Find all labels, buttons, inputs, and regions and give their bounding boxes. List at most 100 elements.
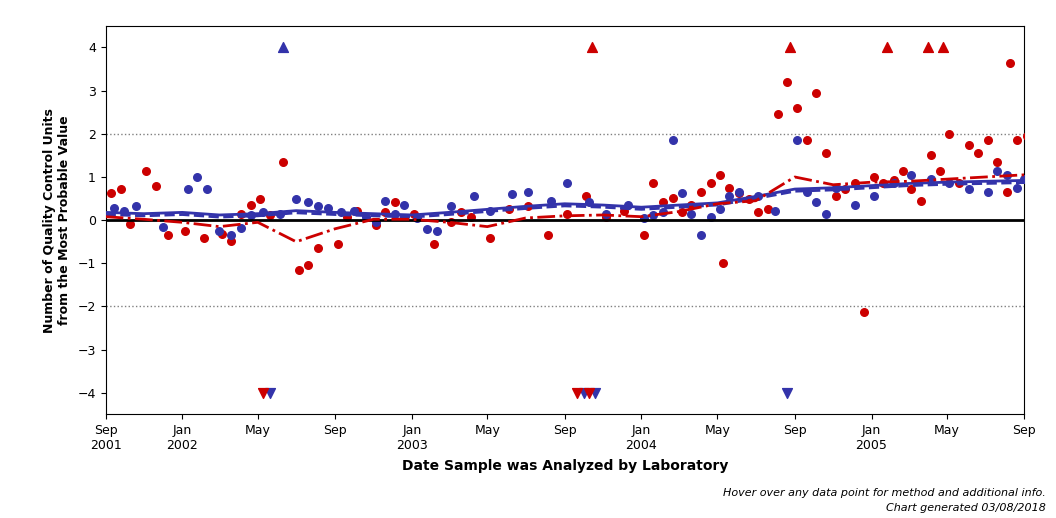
Point <box>655 198 672 206</box>
Point <box>817 149 834 157</box>
Point <box>290 266 307 274</box>
Point <box>655 208 672 217</box>
Point <box>798 188 815 196</box>
Point <box>636 214 653 222</box>
Point <box>789 136 806 145</box>
Point <box>452 208 469 217</box>
Point <box>482 234 498 242</box>
Point <box>673 208 690 217</box>
Point <box>781 44 798 52</box>
Point <box>319 204 336 212</box>
Point <box>879 44 895 52</box>
Point <box>770 110 787 119</box>
Point <box>333 208 350 217</box>
Point <box>645 211 662 219</box>
Point <box>920 44 937 52</box>
Point <box>418 225 435 233</box>
Point <box>961 185 978 193</box>
Point <box>426 240 442 248</box>
Point <box>702 212 719 221</box>
Point <box>702 179 719 188</box>
Point <box>712 205 729 213</box>
Point <box>693 231 710 239</box>
Point <box>161 231 177 239</box>
Point <box>1002 59 1019 67</box>
Point <box>463 212 479 221</box>
Text: Hover over any data point for method and additional info.
Chart generated 03/08/: Hover over any data point for method and… <box>722 488 1045 513</box>
Point <box>254 208 271 217</box>
Point <box>559 209 576 218</box>
Point <box>444 202 460 210</box>
Point <box>866 192 883 200</box>
Point <box>721 192 738 200</box>
Point <box>261 388 278 397</box>
Point <box>798 136 815 145</box>
Point <box>855 308 872 316</box>
Point <box>731 188 748 196</box>
Point <box>128 202 145 210</box>
Point <box>941 130 958 138</box>
Point <box>138 166 155 175</box>
Point <box>386 198 403 206</box>
Point <box>520 188 536 196</box>
Point <box>682 209 699 218</box>
Point <box>568 388 585 397</box>
Point <box>504 190 521 198</box>
Point <box>1016 175 1033 183</box>
Point <box>261 211 278 219</box>
Point <box>759 205 776 213</box>
Point <box>767 207 784 215</box>
Point <box>693 188 710 196</box>
Point <box>789 104 806 112</box>
Point <box>866 173 883 181</box>
Point <box>731 189 748 197</box>
Point <box>211 227 228 235</box>
Point <box>922 151 939 160</box>
Point <box>750 208 767 217</box>
Point <box>576 388 592 397</box>
Point <box>1008 136 1025 145</box>
Point <box>961 140 978 149</box>
Point <box>808 198 825 206</box>
Point <box>979 188 996 196</box>
Point <box>903 185 920 193</box>
Point <box>559 179 576 188</box>
Point <box>970 149 987 157</box>
Point <box>300 198 317 206</box>
Point <box>199 185 215 193</box>
Point <box>106 204 122 212</box>
Point <box>213 230 230 238</box>
Point <box>287 194 304 203</box>
Point <box>885 179 902 188</box>
Point <box>875 179 892 188</box>
Point <box>233 209 250 218</box>
Point <box>999 188 1016 196</box>
Point <box>543 197 560 205</box>
Point <box>121 220 138 228</box>
Point <box>367 218 384 226</box>
Point <box>429 227 446 235</box>
Point <box>520 202 536 210</box>
Point <box>466 192 483 200</box>
Point <box>275 44 291 52</box>
Point <box>578 192 595 200</box>
Point <box>251 194 268 203</box>
Point <box>581 198 598 206</box>
Point <box>979 136 996 145</box>
Point <box>645 179 662 188</box>
Point <box>673 189 690 197</box>
Point <box>950 179 967 188</box>
Point <box>223 237 240 245</box>
Point <box>779 78 796 86</box>
Point <box>836 185 853 193</box>
Point <box>988 158 1005 166</box>
Point <box>808 89 825 97</box>
Point <box>581 388 598 397</box>
Point <box>712 171 729 179</box>
Point <box>243 201 260 209</box>
Point <box>195 234 212 242</box>
Point <box>345 207 362 215</box>
X-axis label: Date Sample was Analyzed by Laboratory: Date Sample was Analyzed by Laboratory <box>401 459 729 473</box>
Point <box>988 166 1005 175</box>
Point <box>584 44 601 52</box>
